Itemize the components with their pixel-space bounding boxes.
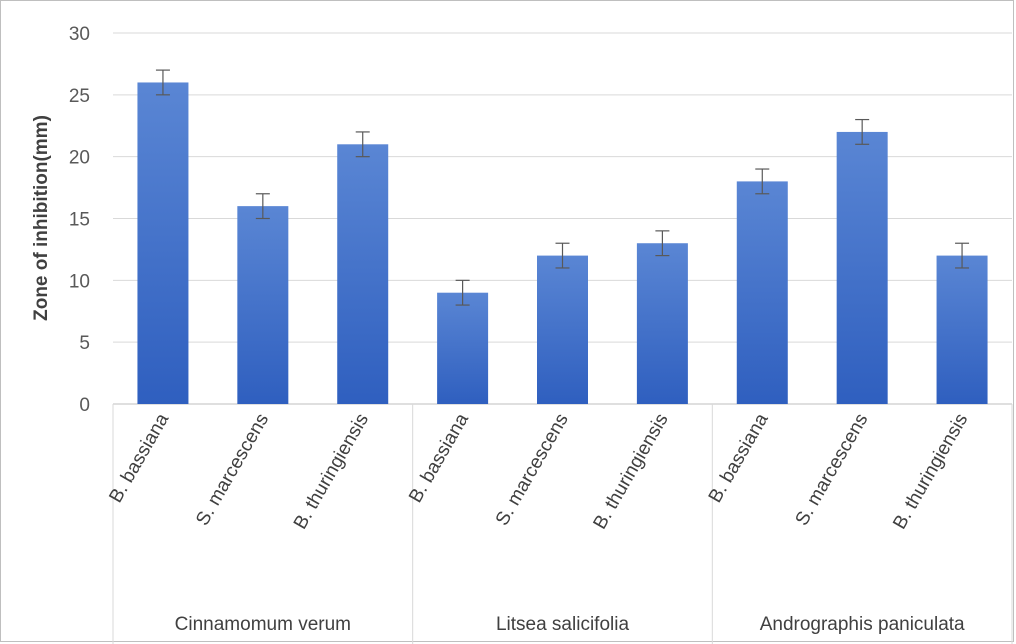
x-category-label: S. marcescens [492, 410, 573, 529]
bars [137, 69, 988, 405]
y-tick-label: 0 [79, 395, 90, 416]
y-tick-label: 20 [69, 148, 90, 169]
x-category-label: S. marcescens [192, 410, 273, 529]
x-category-label: B. bassiana [705, 410, 773, 507]
y-tick-label: 15 [69, 210, 90, 231]
y-tick-label: 30 [69, 24, 90, 45]
x-category-label: B. thuringiensis [889, 410, 972, 533]
y-axis-label: Zone of inhibition(mm) [31, 115, 52, 321]
y-tick-label: 5 [79, 333, 90, 354]
y-tick-label: 25 [69, 86, 90, 107]
bar [836, 131, 888, 404]
bar [537, 255, 588, 404]
bar [636, 243, 688, 404]
x-category-label: B. bassiana [405, 410, 473, 507]
y-tick-label: 10 [69, 271, 90, 292]
bar [736, 181, 788, 404]
x-category-label: B. thuringiensis [590, 410, 673, 533]
bar [137, 82, 189, 404]
bar [337, 144, 389, 405]
group-label: Cinnamomum verum [175, 614, 351, 635]
bar [237, 206, 289, 404]
x-category-label: S. marcescens [791, 410, 872, 529]
x-category-label: B. thuringiensis [290, 410, 373, 533]
x-category-label: B. bassiana [105, 410, 173, 507]
bar [437, 292, 489, 404]
group-label: Andrographis paniculata [760, 614, 965, 635]
group-label: Litsea salicifolia [496, 614, 629, 635]
bar [936, 255, 988, 404]
